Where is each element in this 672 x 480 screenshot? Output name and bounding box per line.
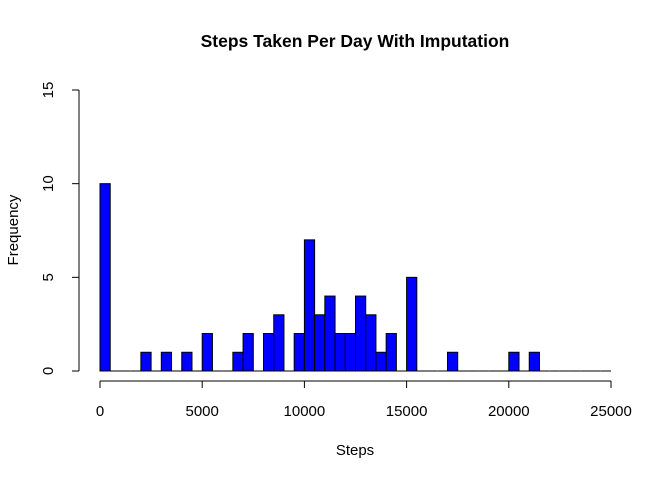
histogram-bar bbox=[303, 239, 316, 372]
y-tick-label: 5 bbox=[40, 273, 57, 281]
y-tick-label: 0 bbox=[40, 367, 57, 375]
x-tick-label: 10000 bbox=[284, 403, 326, 420]
histogram-bar bbox=[242, 333, 254, 372]
histogram-bar bbox=[232, 351, 244, 372]
x-tick-label: 5000 bbox=[186, 403, 219, 420]
histogram-bar bbox=[181, 351, 193, 372]
x-tick-label: 25000 bbox=[590, 403, 632, 420]
y-tick-label: 10 bbox=[40, 175, 57, 192]
histogram-bar bbox=[365, 314, 377, 372]
y-tick-label: 15 bbox=[40, 82, 57, 99]
histogram-bar bbox=[263, 333, 275, 372]
histogram-bar bbox=[160, 351, 173, 372]
histogram-bar bbox=[334, 333, 346, 372]
histogram-bar bbox=[273, 314, 285, 372]
x-axis: 0 5000 10000 15000 20000 25000 bbox=[96, 380, 632, 420]
histogram-bar bbox=[446, 351, 459, 372]
histogram-bar bbox=[140, 351, 152, 372]
y-axis-label: Frequency bbox=[5, 194, 22, 265]
x-tick-label: 20000 bbox=[488, 403, 530, 420]
histogram-bar bbox=[385, 333, 397, 372]
histogram-bar bbox=[344, 333, 356, 372]
histogram-bar bbox=[406, 276, 418, 372]
chart-title: Steps Taken Per Day With Imputation bbox=[201, 31, 510, 51]
histogram-bar bbox=[314, 314, 326, 372]
histogram-bar bbox=[201, 333, 213, 372]
histogram-bar bbox=[293, 333, 305, 372]
histogram-bar bbox=[528, 351, 540, 372]
histogram-bar bbox=[324, 295, 336, 372]
y-axis: 0 5 10 15 bbox=[40, 82, 80, 375]
bars-group bbox=[99, 183, 611, 372]
histogram-bar bbox=[355, 295, 367, 372]
x-axis-label: Steps bbox=[336, 442, 374, 459]
histogram-bar bbox=[508, 351, 520, 372]
x-tick-label: 15000 bbox=[386, 403, 428, 420]
histogram-bar bbox=[99, 183, 111, 372]
histogram-bar bbox=[375, 351, 387, 372]
x-tick-label: 0 bbox=[96, 403, 104, 420]
